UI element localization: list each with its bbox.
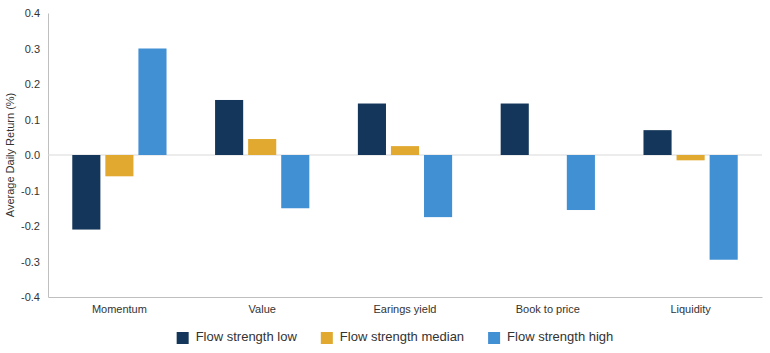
bar (677, 155, 705, 160)
legend-swatch (321, 332, 333, 344)
bar (424, 155, 452, 217)
legend-item: Flow strength high (488, 329, 613, 344)
y-tick-label: 0.0 (25, 149, 40, 161)
bar (567, 155, 595, 210)
legend: Flow strength low Flow strength median Flo… (177, 329, 614, 344)
y-tick-label: -0.3 (21, 256, 40, 268)
bar (215, 100, 243, 155)
bar (358, 104, 386, 155)
bar (138, 49, 166, 156)
y-tick-label: 0.2 (25, 78, 40, 90)
x-tick: Momentum (92, 297, 147, 315)
y-tick: 0.1 (25, 114, 48, 126)
legend-item: Flow strength low (177, 329, 298, 344)
bar (281, 155, 309, 208)
x-tick-label: Value (249, 303, 276, 315)
y-tick-label: -0.2 (21, 220, 40, 232)
x-tick-label: Liquidity (670, 303, 711, 315)
y-tick-label: 0.3 (25, 43, 40, 55)
bar (643, 130, 671, 155)
chart: 0.4 0.3 0.2 0.1 0.0 -0.1 -0.2 -0.3 -0.4 Momentum V… (0, 0, 770, 353)
y-axis-title: Average Daily Return (%) (4, 93, 16, 218)
y-tick: -0.1 (21, 185, 48, 197)
x-tick: Book to price (516, 297, 580, 315)
x-tick: Earings yield (374, 297, 437, 315)
y-tick: 0.3 (25, 43, 48, 55)
x-tick-label: Book to price (516, 303, 580, 315)
bar (710, 155, 738, 260)
y-tick-label: 0.1 (25, 114, 40, 126)
bar (501, 104, 529, 155)
y-tick: -0.2 (21, 220, 48, 232)
y-tick: -0.4 (21, 291, 48, 303)
y-tick: 0.2 (25, 78, 48, 90)
y-axis: 0.4 0.3 0.2 0.1 0.0 -0.1 -0.2 -0.3 -0.4 (21, 7, 48, 303)
bar (105, 155, 133, 176)
x-tick: Value (249, 297, 276, 315)
bar (248, 139, 276, 155)
legend-item: Flow strength median (321, 329, 464, 344)
legend-swatch (488, 332, 500, 344)
bar (391, 146, 419, 155)
legend-label: Flow strength low (196, 329, 298, 344)
legend-label: Flow strength high (507, 329, 613, 344)
y-tick-label: -0.1 (21, 185, 40, 197)
plot: 0.4 0.3 0.2 0.1 0.0 -0.1 -0.2 -0.3 -0.4 Momentum V… (21, 7, 762, 315)
y-tick: -0.3 (21, 256, 48, 268)
x-tick-label: Earings yield (374, 303, 437, 315)
legend-label: Flow strength median (340, 329, 464, 344)
bars (72, 49, 737, 260)
y-tick: 0.0 (25, 149, 48, 161)
y-tick-label: -0.4 (21, 291, 40, 303)
x-axis: Momentum Value Earings yield Book to price L… (49, 297, 763, 315)
x-axis-line (49, 297, 763, 298)
legend-swatch (177, 332, 189, 344)
y-tick: 0.4 (25, 7, 48, 19)
x-tick-label: Momentum (92, 303, 147, 315)
bar (534, 155, 562, 156)
x-tick: Liquidity (670, 297, 711, 315)
y-tick-label: 0.4 (25, 7, 40, 19)
bar (72, 155, 100, 230)
